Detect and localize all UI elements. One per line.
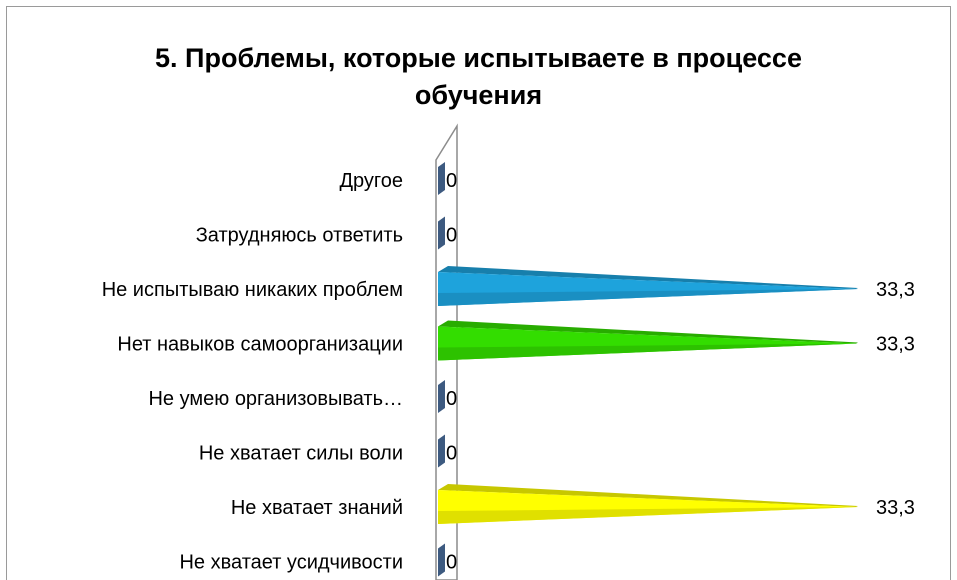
bar-shade xyxy=(438,343,858,361)
value-label: 33,3 xyxy=(876,497,915,519)
value-label: 33,3 xyxy=(876,279,915,301)
bar xyxy=(438,216,445,250)
bar xyxy=(438,434,445,468)
category-label: Затрудняюсь ответить xyxy=(196,225,403,247)
category-label: Не умею организовывать… xyxy=(148,388,403,410)
value-label: 0 xyxy=(446,388,457,410)
bar xyxy=(438,380,445,413)
category-label: Другое xyxy=(339,170,403,192)
category-label: Не хватает усидчивости xyxy=(179,552,403,574)
category-label: Не испытываю никаких проблем xyxy=(102,279,403,301)
bar-shade xyxy=(438,507,858,524)
value-label: 0 xyxy=(446,552,457,574)
value-label: 33,3 xyxy=(876,334,915,356)
bar xyxy=(438,543,445,577)
value-label: 0 xyxy=(446,225,457,247)
value-label: 0 xyxy=(446,443,457,465)
bar-top-face xyxy=(438,484,858,507)
value-labels: 0 0 33,3 33,3 0 0 33,3 0 xyxy=(446,170,915,574)
bar xyxy=(438,162,445,195)
bar-shade xyxy=(438,289,858,306)
value-label: 0 xyxy=(446,170,457,192)
category-label: Нет навыков самоорганизации xyxy=(117,334,403,356)
chart-title: 5. Проблемы, которые испытываете в проце… xyxy=(155,43,802,110)
bars-group xyxy=(438,162,858,577)
bar-top-face xyxy=(438,266,858,289)
category-label: Не хватает силы воли xyxy=(199,443,403,465)
category-labels: Другое Затрудняюсь ответить Не испытываю н… xyxy=(102,170,403,574)
bar-top-face xyxy=(438,320,858,344)
category-label: Не хватает знаний xyxy=(231,497,403,519)
